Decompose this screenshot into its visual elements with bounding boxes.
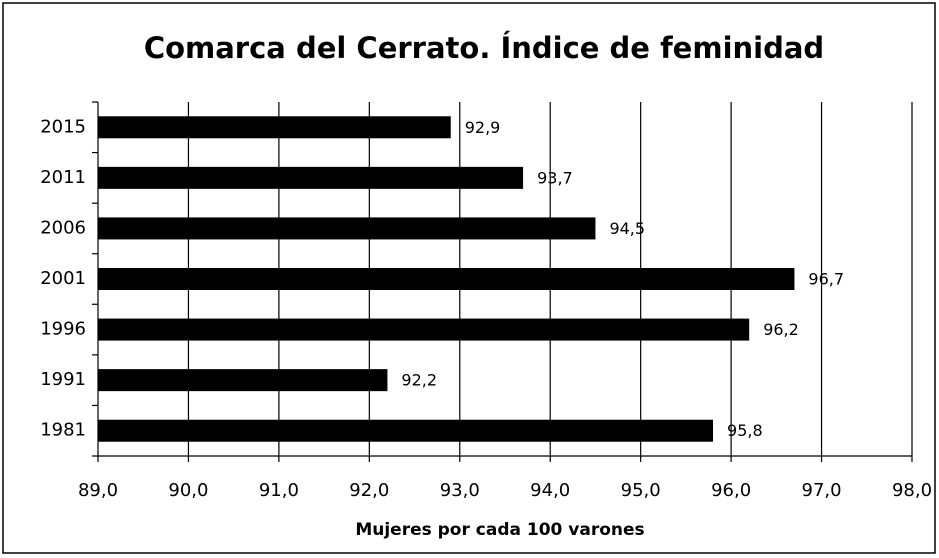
y-tick-label: 1996 xyxy=(40,319,86,340)
data-label: 96,2 xyxy=(763,320,799,339)
bar xyxy=(98,217,596,240)
x-tick-label: 92,0 xyxy=(349,480,389,501)
y-tick-label: 2001 xyxy=(40,268,86,289)
data-label: 92,2 xyxy=(401,371,437,390)
y-tick-label: 2015 xyxy=(40,116,86,137)
bar xyxy=(98,166,524,189)
x-tick-label: 91,0 xyxy=(259,480,299,501)
bar xyxy=(98,318,750,341)
y-tick-label: 1981 xyxy=(40,420,86,441)
bar xyxy=(98,419,714,442)
y-tick-label: 2006 xyxy=(40,217,86,238)
x-tick-label: 98,0 xyxy=(892,480,932,501)
y-tick-label: 2011 xyxy=(40,167,86,188)
x-tick-label: 97,0 xyxy=(802,480,842,501)
x-tick-label: 90,0 xyxy=(168,480,208,501)
bar xyxy=(98,369,388,392)
data-label: 93,7 xyxy=(537,168,573,187)
data-label: 94,5 xyxy=(609,219,645,238)
y-tick-label: 1991 xyxy=(40,369,86,390)
data-label: 92,9 xyxy=(465,118,501,137)
x-tick-label: 94,0 xyxy=(530,480,570,501)
data-label: 96,7 xyxy=(808,270,844,289)
bar xyxy=(98,268,795,290)
x-tick-label: 95,0 xyxy=(621,480,661,501)
x-tick-label: 93,0 xyxy=(440,480,480,501)
x-axis-title: Mujeres por cada 100 varones xyxy=(355,520,644,540)
x-tick-label: 89,0 xyxy=(78,480,118,501)
chart-title: Comarca del Cerrato. Índice de feminidad xyxy=(144,31,824,65)
bar xyxy=(98,116,451,139)
x-tick-label: 96,0 xyxy=(711,480,751,501)
data-label: 95,8 xyxy=(727,421,763,440)
